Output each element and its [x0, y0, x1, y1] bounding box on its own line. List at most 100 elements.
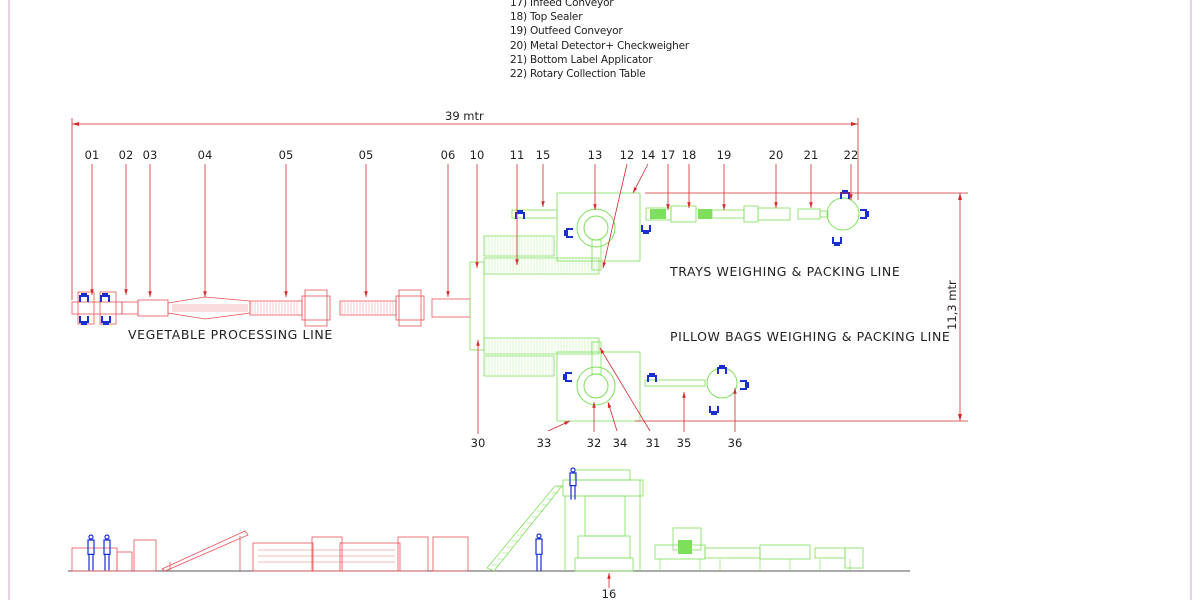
legend-item: 19) Outfeed Conveyor	[510, 25, 623, 38]
dryer-frame	[398, 289, 422, 327]
dryer	[301, 295, 331, 321]
drawing-border	[8, 0, 1192, 600]
tray-sealer	[577, 535, 631, 559]
arrowhead	[593, 204, 597, 210]
multihead-weigher	[576, 208, 616, 248]
operator-figure	[569, 467, 577, 500]
chute	[591, 341, 602, 375]
arrowhead	[148, 291, 152, 297]
arrowhead	[592, 402, 596, 408]
line-titles: VEGETABLE PROCESSING LINE TRAYS WEIGHING…	[128, 264, 950, 344]
dryer-elev	[397, 536, 429, 572]
arrowhead	[607, 573, 611, 579]
dryer-frame	[304, 289, 328, 327]
leader-line	[602, 163, 628, 269]
conveyor-upper-2	[483, 235, 555, 257]
machine-base	[574, 557, 634, 572]
callout-label: 32	[587, 436, 602, 450]
chute	[591, 239, 602, 271]
callout-label: 01	[85, 148, 100, 162]
arrowhead	[602, 262, 607, 268]
callout-label: 36	[728, 436, 743, 450]
feeder	[121, 301, 139, 315]
operator-icon	[709, 406, 719, 415]
inclined-conveyor	[161, 530, 249, 572]
washer-elev	[339, 542, 401, 572]
dimension-width-label: 11,3 mtr	[945, 280, 959, 330]
peeler	[133, 539, 157, 572]
arrowhead	[722, 204, 726, 210]
callout-label: 17	[661, 148, 676, 162]
sealer-fill	[678, 540, 692, 554]
operator-icon	[717, 365, 727, 374]
inclined-conveyor	[167, 296, 251, 320]
operator-icon	[100, 293, 110, 302]
leader-line	[599, 347, 651, 432]
legend-item: 18) Top Sealer	[510, 11, 583, 24]
tray-denester	[511, 209, 558, 219]
label-applicator	[797, 208, 821, 220]
weigher-inner	[583, 215, 609, 241]
arrowhead	[446, 291, 450, 297]
arrowhead	[364, 291, 368, 297]
callout-label: 30	[471, 436, 486, 450]
operator-icon	[515, 210, 525, 219]
conveyor-upper	[483, 257, 600, 275]
rotary-table-elev	[844, 547, 864, 569]
callout-label: 22	[844, 148, 859, 162]
arrowhead	[809, 202, 813, 208]
weigher-inner	[583, 373, 609, 399]
arrowhead	[476, 340, 480, 346]
operator-icon	[101, 316, 111, 325]
arrowhead	[124, 289, 128, 295]
arrowhead	[475, 262, 479, 268]
arrowhead	[284, 291, 288, 297]
peeler-unit	[71, 301, 123, 315]
operator-figure	[87, 534, 95, 571]
arrowhead	[600, 348, 605, 354]
callout-label: 12	[620, 148, 635, 162]
callout-label: 05	[359, 148, 374, 162]
platform-trays	[556, 192, 641, 262]
callout-label: 11	[510, 148, 525, 162]
detector	[743, 205, 759, 223]
callout-label: 14	[641, 148, 656, 162]
operator-icon	[647, 373, 657, 382]
washer-elev	[252, 542, 314, 572]
callout-label: 16	[602, 587, 617, 600]
equipment-plan	[71, 190, 869, 422]
arrowhead	[682, 392, 686, 398]
legend-item: 21) Bottom Label Applicator	[510, 53, 653, 66]
callout-label: 19	[717, 148, 732, 162]
access-stairs	[486, 485, 563, 572]
callout-label: 06	[441, 148, 456, 162]
arrowhead	[90, 289, 94, 295]
callout-label: 02	[119, 148, 134, 162]
outfeed-fill	[698, 209, 712, 219]
callout-label: 21	[804, 148, 819, 162]
callout-label: 34	[613, 436, 628, 450]
callout-label: 33	[537, 436, 552, 450]
outfeed-elev	[704, 547, 761, 559]
operator-icon	[564, 228, 573, 238]
labeler-elev	[814, 547, 846, 559]
rotary-table	[826, 197, 860, 231]
rotary-table	[706, 367, 738, 399]
callout-label: 04	[198, 148, 213, 162]
arrowhead	[541, 201, 545, 207]
multihead-weigher	[576, 366, 616, 406]
conveyor-lower	[483, 337, 600, 355]
unit	[116, 551, 133, 572]
operator-icon	[641, 225, 651, 234]
callout-label: 13	[588, 148, 603, 162]
callouts: 01 02 03 04 05 05 06 10 11 15 13 12 14 17 18 19 20 21 22 30…	[85, 148, 859, 600]
callout-label: 03	[143, 148, 158, 162]
operator-icon	[563, 372, 572, 382]
callout-label: 35	[677, 436, 692, 450]
arrowhead	[687, 202, 691, 208]
arrowhead	[608, 402, 612, 408]
arrowhead	[564, 421, 570, 425]
hopper	[137, 299, 169, 317]
arrowhead	[849, 194, 853, 200]
